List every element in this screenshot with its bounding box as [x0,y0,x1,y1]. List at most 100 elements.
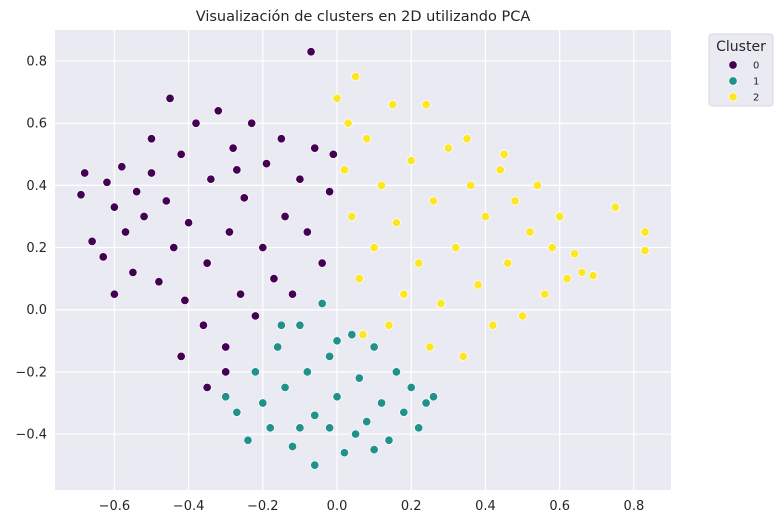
data-point-cluster-2 [362,134,372,144]
scatter-points [76,47,650,470]
data-point-cluster-1 [351,429,361,439]
data-point-cluster-0 [247,118,257,128]
data-point-cluster-2 [499,149,509,159]
data-point-cluster-1 [339,448,349,458]
data-point-cluster-0 [161,196,171,206]
data-point-cluster-0 [109,289,119,299]
data-point-cluster-1 [325,423,335,433]
data-point-cluster-0 [117,162,127,172]
data-point-cluster-0 [184,218,194,228]
data-point-cluster-1 [354,373,364,383]
data-point-cluster-2 [421,100,431,110]
data-point-cluster-1 [332,392,342,402]
data-point-cluster-0 [302,227,312,237]
data-point-cluster-1 [280,382,290,392]
data-point-cluster-0 [98,252,108,262]
data-point-cluster-2 [458,351,468,361]
data-point-cluster-0 [221,367,231,377]
y-tick-label: −0.2 [15,365,47,380]
data-point-cluster-2 [391,218,401,228]
data-point-cluster-1 [391,367,401,377]
data-point-cluster-2 [569,249,580,259]
x-tick-label: 0.4 [475,499,496,514]
plot-area [55,30,671,490]
data-point-cluster-1 [362,417,372,427]
data-point-cluster-1 [310,460,320,470]
legend-marker-0 [728,60,738,70]
data-point-cluster-0 [176,149,186,159]
data-point-cluster-0 [180,295,190,305]
data-point-cluster-2 [540,289,550,299]
data-point-cluster-0 [232,165,242,175]
data-point-cluster-0 [213,106,223,116]
legend-box [708,33,774,107]
data-point-cluster-2 [358,330,368,340]
y-tick-label: 0.0 [26,303,47,318]
data-point-cluster-2 [518,311,528,321]
data-point-cluster-0 [228,143,238,153]
data-point-cluster-2 [377,180,387,190]
data-point-cluster-2 [480,211,491,222]
data-point-cluster-1 [428,392,439,402]
data-point-cluster-0 [80,168,90,178]
y-tick-label: 0.2 [26,241,47,256]
data-point-cluster-1 [265,423,275,433]
data-point-cluster-2 [425,342,435,352]
data-point-cluster-0 [261,159,272,169]
data-point-cluster-0 [176,351,186,361]
data-point-cluster-1 [273,342,283,352]
data-point-cluster-0 [224,227,234,237]
data-point-cluster-2 [428,196,439,206]
data-point-cluster-2 [503,258,513,268]
data-point-cluster-0 [102,177,112,187]
data-point-cluster-2 [495,165,505,175]
data-point-cluster-1 [347,330,357,340]
data-point-cluster-1 [332,336,342,346]
data-point-cluster-1 [377,398,387,408]
data-point-cluster-0 [132,187,142,197]
legend-label-2: 2 [753,93,759,104]
y-axis-ticks: −0.4 −0.2 0.0 0.2 0.4 0.6 0.8 [15,55,47,443]
data-point-cluster-2 [451,243,461,253]
data-point-cluster-2 [466,180,476,190]
x-tick-label: −0.4 [173,499,205,514]
data-point-cluster-1 [243,435,253,445]
data-point-cluster-2 [399,289,409,299]
grid-lines [55,30,671,490]
data-point-cluster-0 [146,168,157,178]
data-point-cluster-1 [384,435,394,445]
data-point-cluster-0 [287,289,298,299]
data-point-cluster-2 [640,246,650,256]
data-point-cluster-0 [325,187,335,197]
data-point-cluster-1 [369,445,379,455]
data-point-cluster-0 [139,211,149,222]
x-tick-label: 0.8 [624,499,645,514]
data-point-cluster-2 [388,100,398,110]
legend: Cluster 0 1 2 [708,33,774,107]
y-tick-label: 0.8 [26,55,47,70]
data-point-cluster-2 [532,180,542,190]
legend-label-1: 1 [753,77,759,88]
data-point-cluster-2 [525,227,535,237]
data-point-cluster-2 [443,143,453,153]
data-point-cluster-1 [295,320,305,330]
data-point-cluster-2 [562,274,572,284]
data-point-cluster-2 [555,211,565,222]
y-tick-label: −0.4 [15,428,47,443]
data-point-cluster-2 [547,243,557,253]
data-point-cluster-2 [384,320,394,330]
data-point-cluster-1 [232,407,242,417]
data-point-cluster-0 [310,143,320,153]
x-tick-label: 0.0 [327,499,348,514]
data-point-cluster-2 [462,134,472,144]
data-point-cluster-2 [347,211,357,222]
data-point-cluster-0 [169,243,179,253]
data-point-cluster-0 [206,174,216,184]
x-tick-label: −0.2 [247,499,279,514]
data-point-cluster-1 [221,392,231,402]
data-point-cluster-2 [488,320,498,330]
data-point-cluster-1 [295,423,305,433]
data-point-cluster-0 [250,311,260,321]
data-point-cluster-0 [295,174,305,184]
